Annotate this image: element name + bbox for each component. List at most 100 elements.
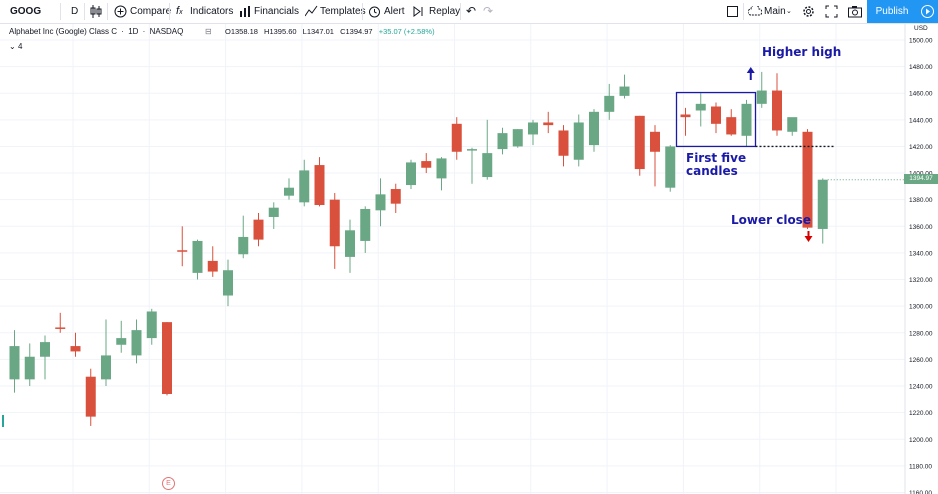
candle-body <box>573 122 584 160</box>
candle <box>650 125 660 187</box>
candle <box>192 239 203 280</box>
toolbar-divider <box>84 3 85 20</box>
close-value: C1394.97 <box>340 27 373 36</box>
top-toolbar: GOOG D Compare fx Indicators Financials … <box>0 0 938 24</box>
chevron-down-icon[interactable]: ⌄ <box>9 42 16 51</box>
candle-body <box>558 130 569 156</box>
candle <box>772 73 782 136</box>
up-arrow-head-icon <box>746 67 755 73</box>
financials-icon[interactable] <box>240 6 251 17</box>
candle <box>482 119 493 180</box>
fullscreen-icon[interactable] <box>825 5 838 18</box>
redo-icon[interactable]: ↷ <box>483 4 494 18</box>
candle <box>299 159 310 207</box>
legend-settings-icon[interactable]: ⊟ <box>205 27 212 36</box>
candlestick-series <box>9 71 828 426</box>
candle-body <box>711 106 721 124</box>
candle-body <box>207 260 218 272</box>
lower-close-label: Lower close <box>731 213 811 227</box>
candle <box>177 226 188 267</box>
candle <box>741 99 752 147</box>
open-value: O1358.18 <box>225 27 258 36</box>
earnings-badge[interactable]: E <box>162 477 175 490</box>
candle <box>802 129 813 229</box>
candle-body <box>314 165 325 206</box>
symbol-search[interactable]: GOOG <box>10 6 42 17</box>
y-tick-label: 1320.00 <box>909 277 933 284</box>
alarm-clock-icon[interactable] <box>368 5 381 18</box>
candle <box>528 119 538 146</box>
candle-body <box>817 179 828 229</box>
layout-name[interactable]: Main <box>764 6 786 17</box>
candle-body <box>40 342 50 357</box>
candle <box>131 319 142 364</box>
candle-body <box>70 346 81 352</box>
candle-body <box>604 95 615 112</box>
toolbar-divider <box>460 3 461 20</box>
chevron-down-icon[interactable]: ⌄ <box>786 8 792 15</box>
candle-body <box>634 115 645 170</box>
candle <box>40 335 50 380</box>
replay-icon[interactable] <box>413 5 426 18</box>
compare-button[interactable]: Compare <box>130 6 172 17</box>
templates-icon[interactable] <box>305 5 318 17</box>
undo-icon[interactable]: ↶ <box>466 4 477 18</box>
y-tick-label: 1240.00 <box>909 384 933 391</box>
candle-body <box>360 208 371 241</box>
replay-button[interactable]: Replay <box>429 6 461 17</box>
y-tick-label: 1460.00 <box>909 91 933 98</box>
indicators-button[interactable]: Indicators <box>190 6 234 17</box>
candle-body <box>726 117 737 135</box>
candle-body <box>451 123 462 152</box>
y-tick-label: 1440.00 <box>909 117 933 124</box>
candle <box>497 127 508 155</box>
change-value: +35.07 (+2.58%) <box>378 27 435 36</box>
candle-body <box>436 158 447 179</box>
layout-square-icon[interactable] <box>727 0 738 23</box>
candle-body <box>787 117 798 132</box>
y-tick-label: 1280.00 <box>909 330 933 337</box>
candle <box>146 308 157 345</box>
financials-button[interactable]: Financials <box>254 6 300 17</box>
play-icon[interactable] <box>917 0 938 23</box>
publish-button[interactable]: Publish <box>867 0 917 23</box>
settings-gear-icon[interactable] <box>802 5 815 18</box>
camera-icon[interactable] <box>848 5 862 18</box>
toolbar-divider <box>362 3 363 20</box>
candle-body <box>619 86 630 96</box>
y-tick-label: 1200.00 <box>909 437 933 444</box>
indicators-fx-icon[interactable]: fx <box>176 5 183 17</box>
indicators-toggle[interactable]: ⌄ 4 <box>9 42 22 51</box>
candle-body <box>146 311 157 339</box>
candle <box>223 259 233 307</box>
candle-body <box>665 146 676 188</box>
toolbar-divider <box>169 3 170 20</box>
legend-exchange: NASDAQ <box>149 27 184 36</box>
alert-button[interactable]: Alert <box>384 6 405 17</box>
high-value: H1395.60 <box>264 27 297 36</box>
candle <box>329 193 340 269</box>
candle-body <box>329 199 340 247</box>
interval-selector[interactable]: D <box>71 6 79 17</box>
candle-body <box>406 162 416 186</box>
candle <box>238 215 249 259</box>
candle-body <box>421 161 432 168</box>
candle <box>817 178 828 244</box>
y-tick-label: 1260.00 <box>909 357 933 364</box>
candle-body <box>467 149 477 151</box>
candle <box>70 332 81 357</box>
toolbar-divider <box>60 3 61 20</box>
candle <box>726 109 737 136</box>
candle-style-icon[interactable] <box>90 5 102 18</box>
candle-body <box>756 90 767 104</box>
candle-body <box>589 111 599 146</box>
candle-body <box>284 187 294 196</box>
compare-plus-icon[interactable] <box>114 5 127 18</box>
candle <box>604 83 615 120</box>
templates-button[interactable]: Templates <box>320 6 366 17</box>
candle <box>512 129 523 148</box>
candle-body <box>772 90 782 131</box>
down-arrow-head-icon <box>804 236 813 242</box>
toolbar-divider <box>743 3 744 20</box>
